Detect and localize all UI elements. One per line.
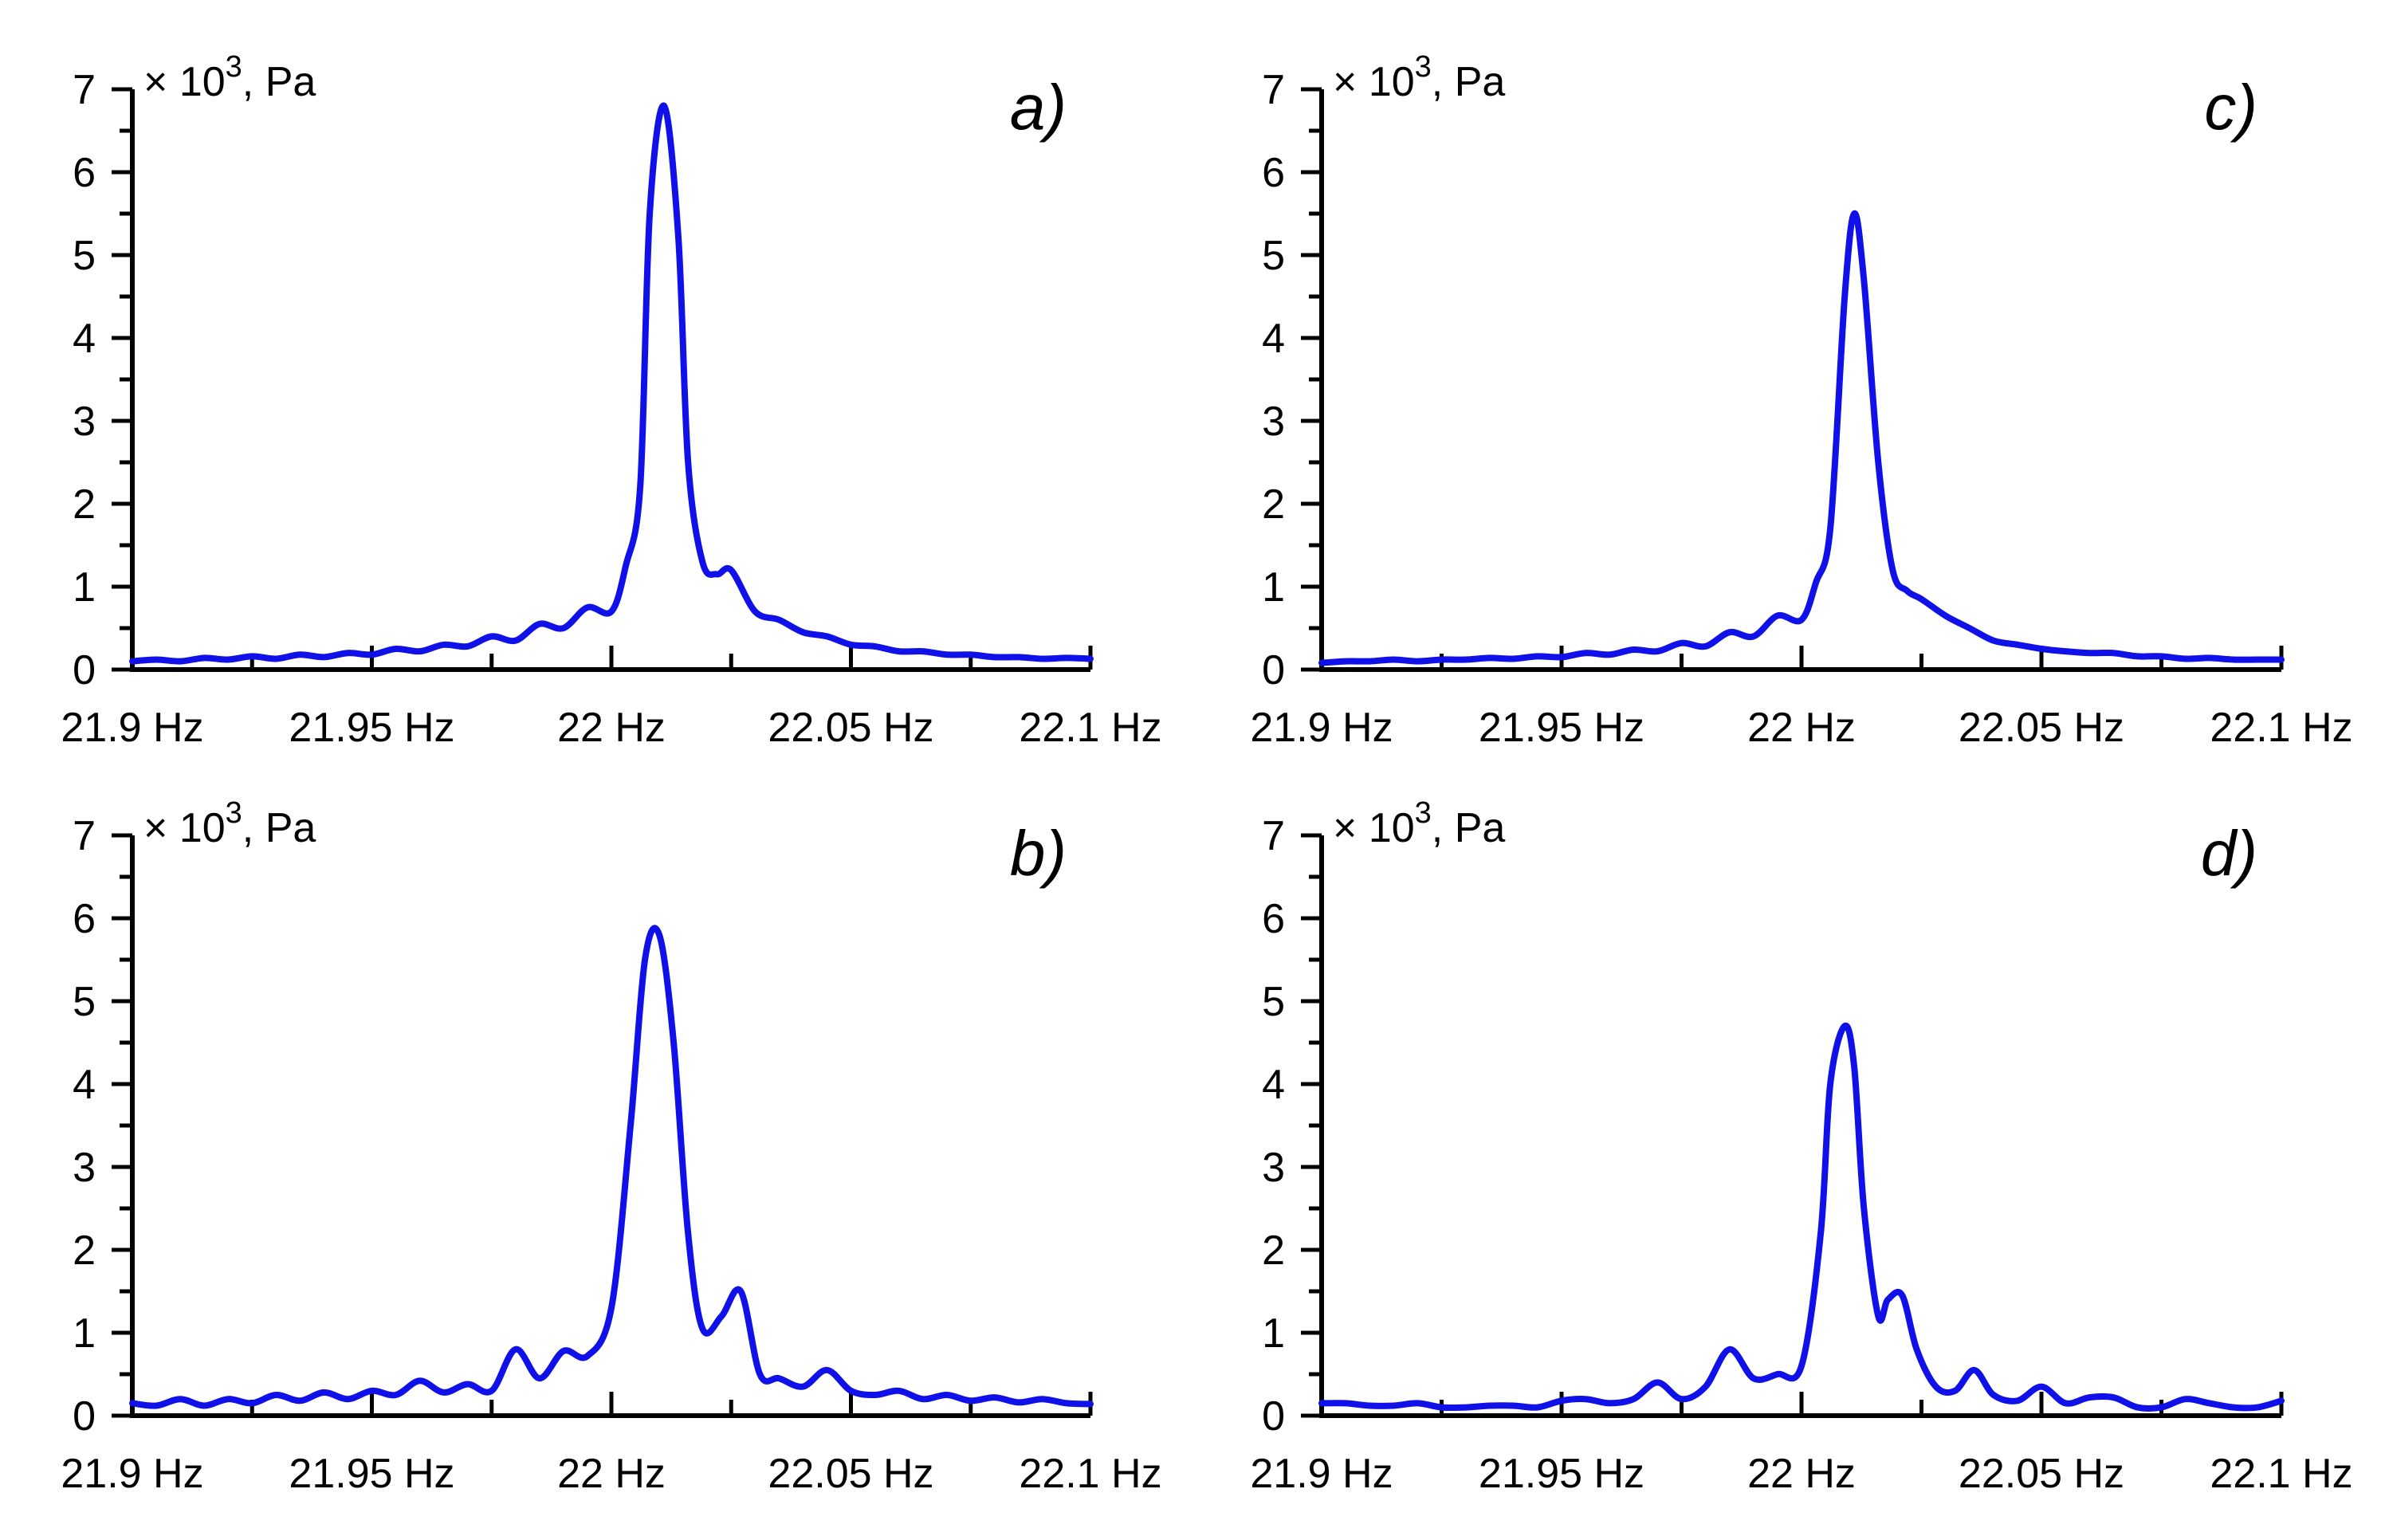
x-tick-label-b: 22.1 Hz xyxy=(1019,1451,1161,1497)
y-tick-label-b: 7 xyxy=(73,813,96,859)
y-unit-label-b: × 103, Pa xyxy=(143,796,316,851)
y-tick-label-a: 7 xyxy=(73,67,96,113)
x-tick-label-a: 22.05 Hz xyxy=(768,705,933,751)
y-tick-label-b: 6 xyxy=(73,896,96,942)
y-tick-label-b: 0 xyxy=(73,1393,96,1440)
panel-d: 0 1 2 3 4 5 6 7 21.9 Hz 21.95 Hz 22 Hz 22.05 Hz 22.1… xyxy=(1250,796,2352,1497)
y-tick-label-d: 5 xyxy=(1262,979,1285,1025)
y-tick-label-c: 4 xyxy=(1262,316,1285,362)
x-tick-label-d: 21.95 Hz xyxy=(1479,1451,1644,1497)
y-tick-label-c: 5 xyxy=(1262,233,1285,279)
x-tick-label-c: 21.9 Hz xyxy=(1250,705,1393,751)
x-tick-label-b: 21.9 Hz xyxy=(61,1451,203,1497)
y-tick-label-d: 7 xyxy=(1262,813,1285,859)
y-tick-label-a: 4 xyxy=(73,316,96,362)
panel-label-d: d) xyxy=(2201,818,2257,889)
x-tick-label-b: 22.05 Hz xyxy=(768,1451,933,1497)
y-unit-label-d: × 103, Pa xyxy=(1333,796,1505,851)
y-tick-label-b: 1 xyxy=(73,1310,96,1357)
x-tick-label-d: 22.1 Hz xyxy=(2210,1451,2352,1497)
y-tick-label-a: 3 xyxy=(73,399,96,445)
x-tick-label-d: 22 Hz xyxy=(1747,1451,1856,1497)
y-tick-label-d: 1 xyxy=(1262,1310,1285,1357)
y-tick-label-a: 0 xyxy=(73,647,96,693)
panel-label-a: a) xyxy=(1010,72,1067,143)
y-tick-label-a: 2 xyxy=(73,481,96,528)
y-tick-label-b: 4 xyxy=(73,1062,96,1108)
y-tick-label-b: 2 xyxy=(73,1228,96,1274)
y-tick-label-d: 4 xyxy=(1262,1062,1285,1108)
y-tick-label-c: 0 xyxy=(1262,647,1285,693)
y-tick-label-b: 3 xyxy=(73,1145,96,1191)
panel-c: 0 1 2 3 4 5 6 7 21.9 Hz 21.95 Hz 22 Hz 22.05 Hz 22.1… xyxy=(1250,50,2352,751)
panel-b: 0 1 2 3 4 5 6 7 21.9 Hz 21.95 Hz 22 Hz 22.05 Hz 22.1… xyxy=(61,796,1161,1497)
x-tick-label-d: 21.9 Hz xyxy=(1250,1451,1393,1497)
panel-a: 0 1 2 3 4 5 6 7 21.9 Hz 21.95 Hz 22 Hz 22.05 Hz 22.1… xyxy=(61,50,1161,751)
y-unit-label-a: × 103, Pa xyxy=(143,50,316,105)
x-tick-label-c: 22 Hz xyxy=(1747,705,1856,751)
x-tick-label-a: 22 Hz xyxy=(557,705,666,751)
y-tick-label-a: 1 xyxy=(73,564,96,611)
x-tick-label-a: 22.1 Hz xyxy=(1019,705,1161,751)
y-tick-label-c: 7 xyxy=(1262,67,1285,113)
x-tick-label-c: 21.95 Hz xyxy=(1479,705,1644,751)
x-tick-label-b: 21.95 Hz xyxy=(289,1451,454,1497)
y-tick-label-a: 5 xyxy=(73,233,96,279)
y-tick-label-d: 0 xyxy=(1262,1393,1285,1440)
spectrum-line-b xyxy=(129,925,1094,1409)
x-tick-label-c: 22.1 Hz xyxy=(2210,705,2352,751)
y-tick-label-d: 6 xyxy=(1262,896,1285,942)
y-tick-label-c: 6 xyxy=(1262,150,1285,196)
y-tick-label-d: 3 xyxy=(1262,1145,1285,1191)
x-tick-label-a: 21.9 Hz xyxy=(61,705,203,751)
spectrum-line-d xyxy=(1318,1022,2285,1412)
spectrum-line-c xyxy=(1318,210,2285,666)
y-tick-label-c: 3 xyxy=(1262,399,1285,445)
y-tick-label-c: 2 xyxy=(1262,481,1285,528)
y-tick-label-c: 1 xyxy=(1262,564,1285,611)
x-tick-label-d: 22.05 Hz xyxy=(1959,1451,2124,1497)
y-tick-label-a: 6 xyxy=(73,150,96,196)
y-tick-label-b: 5 xyxy=(73,979,96,1025)
y-tick-label-d: 2 xyxy=(1262,1228,1285,1274)
y-unit-label-c: × 103, Pa xyxy=(1333,50,1505,105)
x-tick-label-b: 22 Hz xyxy=(557,1451,666,1497)
panel-label-b: b) xyxy=(1010,818,1067,889)
panel-label-c: c) xyxy=(2204,72,2257,143)
x-tick-label-c: 22.05 Hz xyxy=(1959,705,2124,751)
x-tick-label-a: 21.95 Hz xyxy=(289,705,454,751)
spectrum-line-a xyxy=(129,102,1094,665)
